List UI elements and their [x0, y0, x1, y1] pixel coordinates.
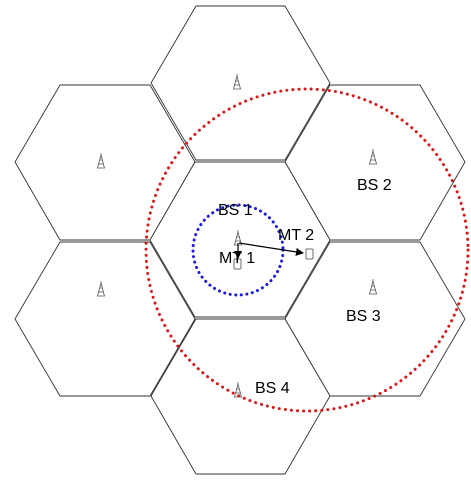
mobile-terminal-mt2	[238, 242, 314, 260]
antenna-tower-icon	[368, 279, 378, 295]
antenna-tower-icon	[368, 149, 378, 165]
cell-grid	[14, 5, 466, 475]
label-bs4: BS 4	[255, 380, 290, 397]
outer-interference-circle	[144, 87, 470, 413]
handset-icon	[233, 258, 242, 270]
label-mt2: MT 2	[278, 227, 314, 244]
cell-lower-left	[14, 241, 196, 397]
antenna-tower-icon	[96, 153, 106, 169]
cell-top	[150, 5, 331, 161]
label-bs1: BS 1	[218, 202, 253, 219]
label-bs3: BS 3	[346, 308, 381, 325]
antenna-tower-icon	[96, 281, 106, 297]
cell-bs4	[150, 318, 331, 475]
label-mt1: MT 1	[219, 250, 255, 267]
label-bs2: BS 2	[357, 177, 392, 194]
mobile-terminal-mt1	[233, 243, 242, 270]
antenna-tower-icon	[232, 74, 242, 90]
handset-icon	[305, 248, 314, 260]
link-arrow	[238, 242, 304, 256]
